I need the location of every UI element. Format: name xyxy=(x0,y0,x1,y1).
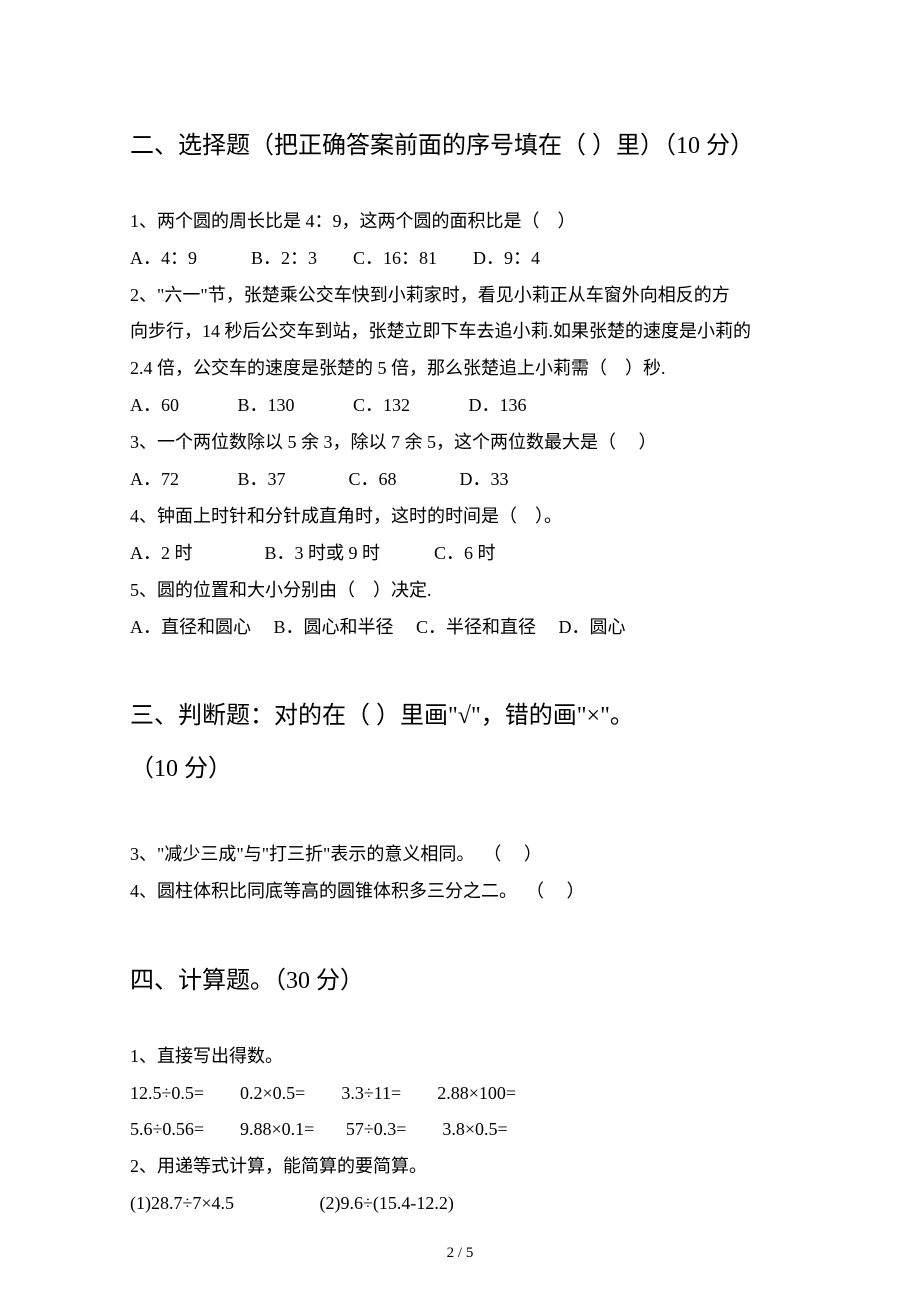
q2-line2: 向步行，14 秒后公交车到站，张楚立即下车去追小莉.如果张楚的速度是小莉的 xyxy=(130,313,790,350)
s3-q3: 3、"减少三成"与"打三折"表示的意义相同。 （ ） xyxy=(130,836,790,873)
section-4-title: 四、计算题。（30 分） xyxy=(130,955,790,1008)
section-3-title-wrap: 三、判断题：对的在（ ）里画"√"，错的画"×"。 （10 分） xyxy=(130,690,790,796)
s4-q1-text: 1、直接写出得数。 xyxy=(130,1038,790,1075)
q4-text: 4、钟面上时针和分针成直角时，这时的时间是（ ）。 xyxy=(130,498,790,535)
s4-q2-row1: (1)28.7÷7×4.5 (2)9.6÷(15.4-12.2) xyxy=(130,1185,790,1222)
page-number: 2 / 5 xyxy=(0,1245,920,1262)
s4-q1-row1: 12.5÷0.5= 0.2×0.5= 3.3÷11= 2.88×100= xyxy=(130,1075,790,1112)
q5-text: 5、圆的位置和大小分别由（ ）决定. xyxy=(130,572,790,609)
q5-options: A．直径和圆心 B．圆心和半径 C．半径和直径 D．圆心 xyxy=(130,609,790,646)
s3-q4: 4、圆柱体积比同底等高的圆锥体积多三分之二。 （ ） xyxy=(130,873,790,910)
q1-options: A．4：9 B．2：3 C．16：81 D．9：4 xyxy=(130,240,790,277)
section-2-questions: 1、两个圆的周长比是 4：9，这两个圆的面积比是（ ） A．4：9 B．2：3 … xyxy=(130,203,790,646)
section-3-questions: 3、"减少三成"与"打三折"表示的意义相同。 （ ） 4、圆柱体积比同底等高的圆… xyxy=(130,836,790,910)
q3-text: 3、一个两位数除以 5 余 3，除以 7 余 5，这个两位数最大是（ ） xyxy=(130,424,790,461)
section-3-title-line1: 三、判断题：对的在（ ）里画"√"，错的画"×"。 xyxy=(130,690,790,743)
section-3-title-line2: （10 分） xyxy=(130,743,790,796)
s4-q1-row2: 5.6÷0.56= 9.88×0.1= 57÷0.3= 3.8×0.5= xyxy=(130,1111,790,1148)
q2-line1: 2、"六一"节，张楚乘公交车快到小莉家时，看见小莉正从车窗外向相反的方 xyxy=(130,277,790,314)
q4-options: A．2 时 B．3 时或 9 时 C．6 时 xyxy=(130,535,790,572)
section-4-questions: 1、直接写出得数。 12.5÷0.5= 0.2×0.5= 3.3÷11= 2.8… xyxy=(130,1038,790,1222)
s4-q2-text: 2、用递等式计算，能简算的要简算。 xyxy=(130,1148,790,1185)
q3-options: A．72 B．37 C．68 D．33 xyxy=(130,461,790,498)
q2-line3: 2.4 倍，公交车的速度是张楚的 5 倍，那么张楚追上小莉需（ ）秒. xyxy=(130,350,790,387)
section-2-title: 二、选择题（把正确答案前面的序号填在（ ）里）（10 分） xyxy=(130,120,790,173)
q1-text: 1、两个圆的周长比是 4：9，这两个圆的面积比是（ ） xyxy=(130,203,790,240)
q2-options: A．60 B．130 C．132 D．136 xyxy=(130,387,790,424)
